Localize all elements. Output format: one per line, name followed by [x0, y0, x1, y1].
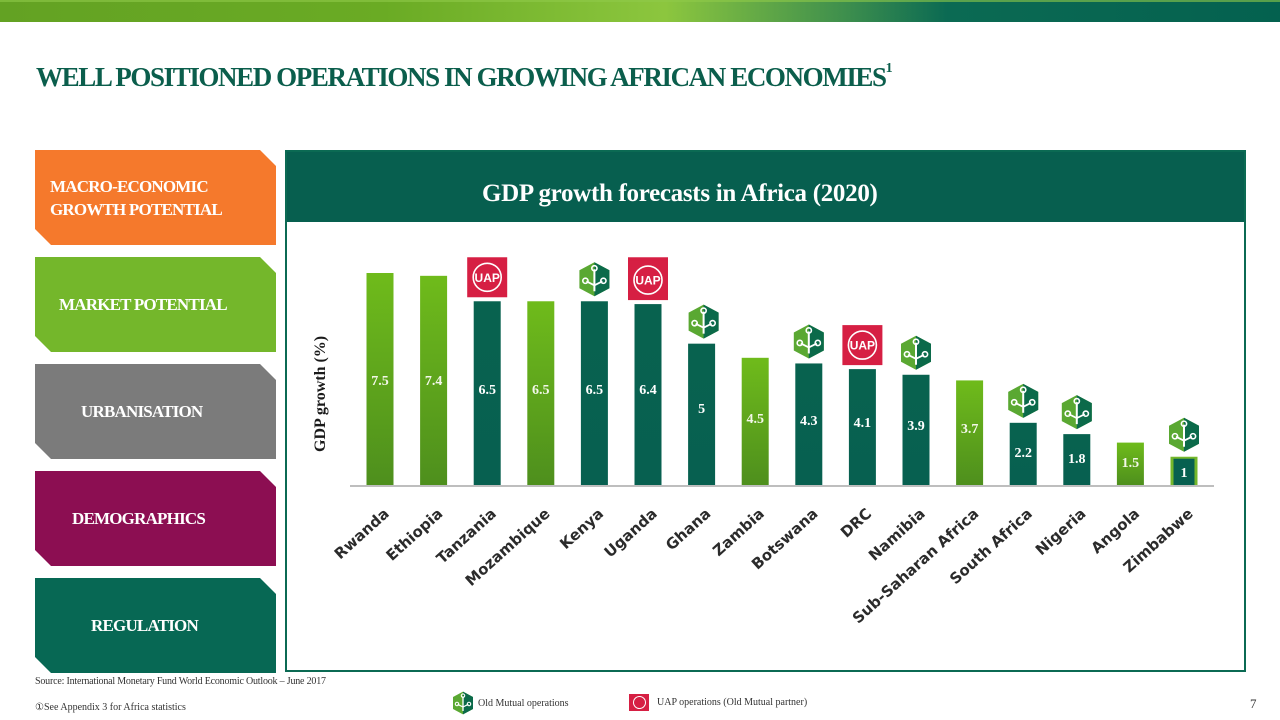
- value-label-uganda: 6.4: [639, 383, 657, 398]
- bar-namibia: [902, 374, 930, 485]
- value-label-botswana: 4.3: [800, 414, 818, 429]
- page-number: 7: [1250, 696, 1257, 711]
- legend-old-mutual-label: Old Mutual operations: [478, 697, 569, 709]
- value-label-sub-saharan-africa: 3.7: [961, 422, 979, 437]
- uap-logo-icon: [841, 324, 884, 366]
- value-label-ethiopia: 7.4: [425, 374, 443, 389]
- uap-logo-icon: [627, 259, 669, 301]
- old-mutual-logo-icon: [900, 334, 932, 371]
- bar-botswana: [795, 363, 823, 485]
- page-title-text: WELL POSITIONED OPERATIONS IN GROWING AF…: [36, 62, 887, 92]
- value-label-drc: 4.1: [854, 416, 872, 431]
- page-title: WELL POSITIONED OPERATIONS IN GROWING AF…: [36, 61, 893, 93]
- old-mutual-logo-icon: [1060, 394, 1093, 431]
- header-band: [0, 0, 1280, 22]
- x-tick-label-nigeria: Nigeria: [1032, 505, 1090, 559]
- legend-uap: UAP operations (Old Mutual partner): [629, 694, 807, 711]
- value-label-mozambique: 6.5: [532, 383, 550, 398]
- legend-uap-label: UAP operations (Old Mutual partner): [657, 697, 808, 708]
- footnote: ①See Appendix 3 for Africa statistics: [35, 702, 186, 713]
- value-label-angola: 1.5: [1122, 456, 1140, 471]
- value-label-zimbabwe: 1: [1181, 466, 1188, 481]
- bar-sub-saharan-africa: [956, 380, 984, 485]
- bar-angola: [1116, 442, 1144, 485]
- old-mutual-logo-icon: [792, 323, 825, 360]
- x-tick-label-uganda: Uganda: [601, 505, 661, 562]
- y-axis-label: GDP growth (%): [312, 336, 329, 452]
- footnote-text: See Appendix 3 for Africa statistics: [43, 702, 186, 713]
- card-demo-label: DEMOGRAPHICS: [72, 509, 206, 528]
- card-reg-label: REGULATION: [91, 616, 198, 635]
- bar-uganda: [634, 304, 662, 485]
- footnote-marker: ①: [35, 702, 44, 713]
- x-tick-label-ghana: Ghana: [662, 505, 714, 554]
- chart-panel: GDP growth forecasts in Africa (2020): [285, 150, 1246, 672]
- value-label-nigeria: 1.8: [1068, 452, 1086, 467]
- x-tick-label-kenya: Kenya: [556, 505, 607, 553]
- x-tick-label-drc: DRC: [837, 505, 875, 542]
- card-market-label: MARKET POTENTIAL: [59, 295, 227, 314]
- value-label-tanzania: 6.5: [478, 383, 496, 398]
- value-label-namibia: 3.9: [907, 419, 925, 434]
- bar-zambia: [741, 357, 769, 485]
- value-label-kenya: 6.5: [586, 383, 604, 398]
- bar-drc: [848, 369, 876, 485]
- old-mutual-logo-icon: [687, 303, 720, 340]
- old-mutual-logo-icon: [1007, 382, 1040, 419]
- value-label-rwanda: 7.5: [371, 374, 389, 389]
- uap-logo-icon: [629, 694, 649, 711]
- card-urbanisation: URBANISATION: [35, 364, 276, 459]
- card-macro-line-1: MACRO-ECONOMIC: [50, 176, 208, 196]
- gdp-growth-chart: UAP GDP growth (%) 7.57.46.56.56.56.454.…: [312, 256, 1214, 627]
- chart-header: [287, 152, 1244, 222]
- old-mutual-logo-icon: [578, 261, 611, 298]
- legend-old-mutual: Old Mutual operations: [452, 691, 569, 715]
- card-demographics: DEMOGRAPHICS: [35, 471, 276, 566]
- value-label-south-africa: 2.2: [1014, 446, 1031, 461]
- source-note: Source: International Monetary Fund Worl…: [35, 676, 326, 687]
- bar-tanzania: [473, 301, 501, 485]
- old-mutual-logo-icon: [1168, 416, 1200, 453]
- header-band-highlight: [0, 0, 1280, 2]
- value-label-zambia: 4.5: [746, 412, 764, 427]
- bar-south-africa: [1009, 422, 1037, 485]
- bar-kenya: [580, 301, 608, 485]
- bar-ethiopia: [420, 275, 448, 485]
- bar-zimbabwe: [1173, 458, 1195, 485]
- card-regulation: REGULATION: [35, 578, 276, 673]
- card-urban-label: URBANISATION: [81, 402, 203, 421]
- x-tick-label-rwanda: Rwanda: [331, 505, 393, 563]
- value-label-ghana: 5: [698, 402, 705, 417]
- bar-nigeria: [1063, 434, 1091, 485]
- bar-rwanda: [366, 273, 394, 485]
- card-macro-economic-growth: MACRO-ECONOMIC GROWTH POTENTIAL: [35, 150, 276, 245]
- uap-logo-icon: [466, 256, 509, 299]
- old-mutual-logo-icon: [452, 691, 474, 715]
- title-footnote-marker: 1: [885, 61, 893, 76]
- chart-title: GDP growth forecasts in Africa (2020): [482, 180, 878, 207]
- bar-ghana: [688, 343, 716, 485]
- card-market-potential: MARKET POTENTIAL: [35, 257, 276, 352]
- card-macro-line-2: GROWTH POTENTIAL: [50, 199, 222, 219]
- bar-mozambique: [527, 301, 555, 485]
